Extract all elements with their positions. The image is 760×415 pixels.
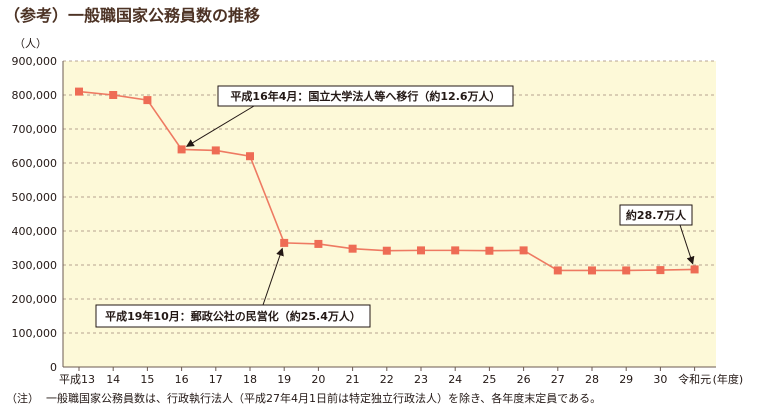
data-point	[348, 244, 357, 253]
annotation-label: 平成19年10月：郵政公社の民営化（約25.4万人）	[105, 309, 361, 323]
x-tick-label: 21	[346, 373, 360, 386]
x-tick-label: 22	[380, 373, 394, 386]
x-tick-label: 16	[175, 373, 189, 386]
y-tick-label: 0	[50, 361, 57, 374]
data-point	[246, 152, 254, 161]
annotations: 平成16年4月：国立大学法人等へ移行（約12.6万人） 平成19年10月：郵政公社…	[95, 85, 695, 328]
annotation-box	[217, 85, 514, 107]
y-axis: 0 100,000 200,000 300,000 400,000 500,000 600,…	[12, 37, 64, 374]
x-tick-label: 令和元	[678, 372, 711, 386]
y-tick-label: 500,000	[12, 191, 58, 204]
footnote-label: （注）	[6, 392, 39, 405]
data-point	[553, 266, 562, 275]
annotation-label: 平成16年4月：国立大学法人等へ移行（約12.6万人）	[230, 89, 500, 103]
x-tick-label: 24	[448, 373, 462, 386]
y-tick-label: 700,000	[12, 123, 58, 136]
data-point	[314, 239, 323, 248]
x-tick-label: 19	[277, 373, 291, 386]
data-point	[211, 146, 220, 155]
y-tick-label: 800,000	[12, 89, 58, 102]
x-tick-label: 27	[551, 373, 565, 386]
y-tick-label: 900,000	[12, 55, 58, 68]
y-tick-label: 200,000	[12, 293, 58, 306]
data-point	[75, 87, 83, 96]
y-tick-label: 300,000	[12, 259, 58, 272]
line-chart: 平成13 14 15 16 17 18 19 20 21 22 23 24 25 26 27 28 29 30 令和…	[12, 37, 744, 386]
data-point	[485, 246, 494, 255]
data-point	[622, 266, 631, 275]
x-tick-label: 30	[653, 373, 667, 386]
data-point	[588, 266, 596, 275]
data-point	[177, 145, 186, 154]
x-axis: 平成13 14 15 16 17 18 19 20 21 22 23 24 25 26 27 28 29 30 令和…	[59, 366, 744, 386]
footnote-text: 一般職国家公務員数は、行政執行法人（平成27年4月1日前は特定独立行政法人）を除…	[46, 392, 602, 405]
data-point	[280, 238, 289, 247]
annotation-box	[619, 204, 693, 226]
y-tick-label: 400,000	[12, 225, 58, 238]
data-point	[519, 246, 528, 255]
data-point	[382, 246, 391, 255]
annotation-arrow	[185, 105, 255, 147]
data-point	[451, 246, 460, 255]
data-point	[690, 265, 699, 274]
data-point	[656, 266, 665, 275]
x-tick-label: 平成13	[59, 373, 95, 386]
series	[75, 87, 699, 275]
x-tick-label: 26	[517, 373, 531, 386]
data-point	[143, 96, 152, 105]
annotation-box	[95, 304, 371, 328]
x-tick-label: 29	[619, 373, 633, 386]
y-tick-label: 600,000	[12, 157, 58, 170]
x-tick-label: 18	[243, 373, 257, 386]
x-tick-label: 28	[585, 373, 599, 386]
x-tick-label: 15	[140, 373, 154, 386]
annotation-label: 約28.7万人	[626, 208, 687, 222]
y-tick-label: 100,000	[12, 327, 58, 340]
x-tick-label: 20	[311, 373, 325, 386]
annotation-arrow	[679, 224, 695, 265]
annotation: 約28.7万人	[619, 204, 695, 265]
x-tick-label: 17	[209, 373, 223, 386]
x-tick-label: 23	[414, 373, 428, 386]
annotation: 平成19年10月：郵政公社の民営化（約25.4万人）	[95, 247, 371, 328]
footnote: （注） 一般職国家公務員数は、行政執行法人（平成27年4月1日前は特定独立行政法人…	[6, 390, 601, 406]
data-point	[109, 91, 118, 99]
annotation-arrow	[262, 247, 284, 306]
page-title: （参考）一般職国家公務員数の推移	[4, 6, 261, 25]
x-tick-label: 14	[106, 373, 120, 386]
annotation: 平成16年4月：国立大学法人等へ移行（約12.6万人）	[185, 85, 514, 147]
x-tick-label: 25	[482, 373, 496, 386]
data-point	[417, 246, 425, 255]
y-axis-unit: （人）	[14, 37, 47, 50]
x-axis-unit: (年度)	[713, 372, 744, 386]
